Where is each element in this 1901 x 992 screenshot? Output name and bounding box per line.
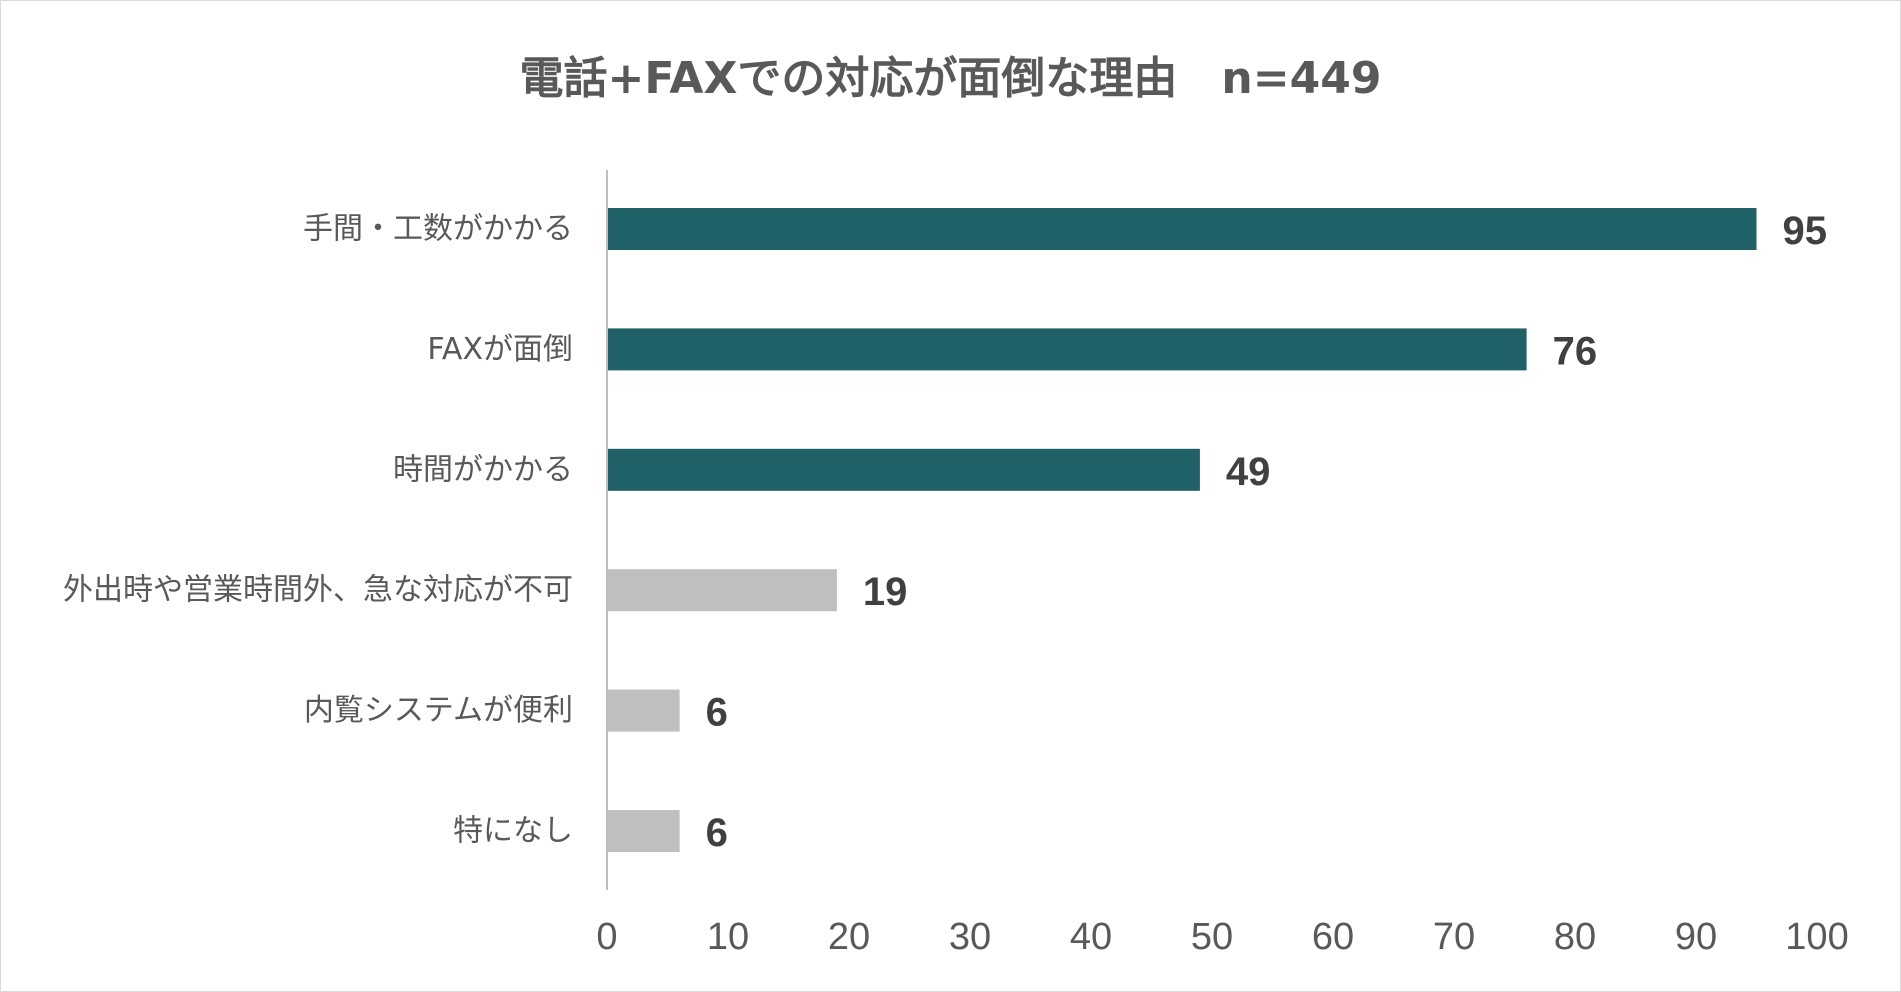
x-tick-40: 40 bbox=[1070, 916, 1112, 958]
bar-2 bbox=[608, 328, 1527, 371]
bar-6 bbox=[608, 810, 680, 852]
x-tick-100: 100 bbox=[1785, 916, 1848, 958]
category-label-5: 内覧システムが便利 bbox=[304, 693, 573, 728]
x-tick-70: 70 bbox=[1433, 916, 1475, 958]
bar-3 bbox=[608, 448, 1200, 491]
value-label-5: 6 bbox=[706, 691, 728, 735]
x-tick-0: 0 bbox=[596, 916, 617, 958]
bar-5 bbox=[608, 689, 680, 732]
category-label-2: FAXが面倒 bbox=[427, 332, 573, 367]
value-label-3: 49 bbox=[1226, 450, 1271, 494]
x-tick-20: 20 bbox=[828, 916, 870, 958]
x-tick-80: 80 bbox=[1554, 916, 1596, 958]
value-label-1: 95 bbox=[1783, 209, 1828, 253]
x-tick-10: 10 bbox=[707, 916, 749, 958]
x-tick-30: 30 bbox=[949, 916, 991, 958]
category-label-3: 時間がかかる bbox=[393, 452, 573, 487]
bar-4 bbox=[608, 569, 837, 612]
category-label-1: 手間・工数がかかる bbox=[303, 212, 573, 247]
bars-layer bbox=[608, 208, 1757, 852]
value-label-4: 19 bbox=[863, 570, 908, 614]
x-tick-90: 90 bbox=[1675, 916, 1717, 958]
category-label-4: 外出時や営業時間外、急な対応が不可 bbox=[63, 573, 573, 608]
bar-1 bbox=[608, 208, 1757, 250]
value-label-2: 76 bbox=[1553, 329, 1598, 373]
category-labels: 手間・工数がかかる FAXが面倒時間がかかる外出時や営業時間外、急な対応が不可内覧… bbox=[63, 212, 573, 849]
x-tick-labels: 0 10 20 30 40 50 60 70 80 90 100 bbox=[596, 916, 1848, 958]
x-tick-60: 60 bbox=[1312, 916, 1354, 958]
chart-title: 電話+FAXでの対応が面倒な理由 n=449 bbox=[519, 53, 1382, 104]
value-label-6: 6 bbox=[706, 811, 728, 855]
category-label-6: 特になし bbox=[453, 814, 573, 849]
value-labels: 95 76 49 19 6 6 bbox=[706, 209, 1827, 855]
x-tick-50: 50 bbox=[1191, 916, 1233, 958]
